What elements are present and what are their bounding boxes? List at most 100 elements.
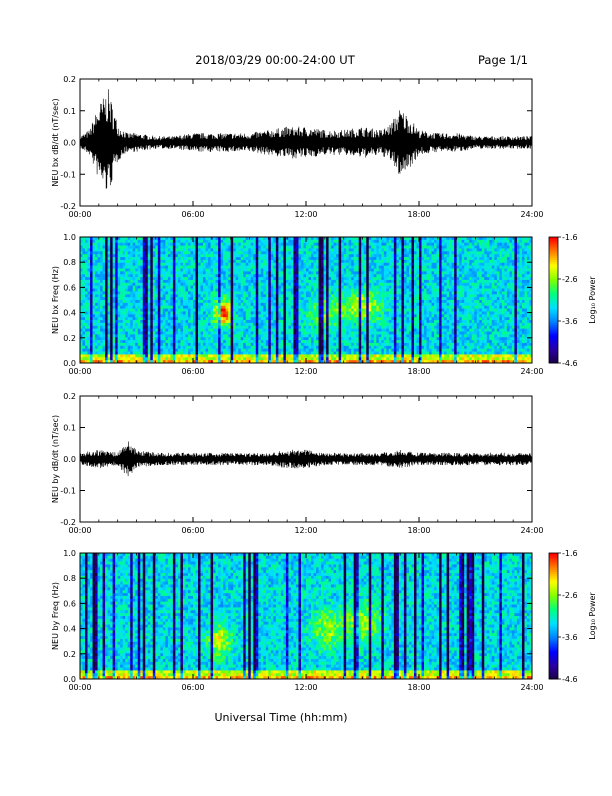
spectrogram-cell (145, 246, 148, 249)
spectrogram-cell (105, 263, 108, 266)
spectrogram-cell (336, 266, 339, 269)
spectrogram-cell (178, 294, 181, 297)
spectrogram-cell (228, 246, 231, 249)
spectrogram-cell (218, 306, 221, 309)
spectrogram-cell (143, 246, 146, 249)
spectrogram-cell (93, 248, 96, 251)
spectrogram-cell (273, 334, 276, 337)
spectrogram-cell (339, 349, 342, 352)
spectrogram-cell (316, 357, 319, 360)
spectrogram-cell (190, 349, 193, 352)
spectrogram-cell (103, 323, 106, 326)
spectrogram-cell (213, 257, 216, 260)
spectrogram-cell (193, 243, 196, 246)
spectrogram-cell (196, 257, 199, 260)
spectrogram-cell (331, 343, 334, 346)
spectrogram-cell (113, 326, 116, 329)
spectrogram-cell (123, 320, 126, 323)
spectrogram-cell (321, 314, 324, 317)
spectrogram-cell (135, 317, 138, 320)
spectrogram-cell (326, 311, 329, 314)
spectrogram-cell (185, 283, 188, 286)
spectrogram-cell (228, 300, 231, 303)
spectrogram-cell (324, 286, 327, 289)
spectrogram-cell (206, 323, 209, 326)
spectrogram-cell (331, 306, 334, 309)
spectrogram-cell (319, 248, 322, 251)
spectrogram-cell (331, 314, 334, 317)
spectrogram-cell (158, 314, 161, 317)
spectrogram-cell (85, 317, 88, 320)
spectrogram-cell (223, 303, 226, 306)
spectrogram-cell (231, 317, 234, 320)
spectrogram-cell (85, 271, 88, 274)
spectrogram-cell (301, 297, 304, 300)
spectrogram-cell (344, 266, 347, 269)
spectrogram-cell (150, 289, 153, 292)
spectrogram-cell (120, 277, 123, 280)
spectrogram-cell (110, 254, 113, 257)
spectrogram-cell (324, 283, 327, 286)
spectrogram-cell (339, 303, 342, 306)
spectrogram-cell (221, 349, 224, 352)
spectrogram-cell (140, 297, 143, 300)
spectrogram-cell (243, 246, 246, 249)
spectrogram-cell (180, 243, 183, 246)
spectrogram-cell (248, 314, 251, 317)
spectrogram-cell (329, 354, 332, 357)
spectrogram-cell (138, 263, 141, 266)
spectrogram-cell (258, 243, 261, 246)
spectrogram-cell (130, 300, 133, 303)
spectrogram-cell (115, 314, 118, 317)
spectrogram-cell (356, 260, 359, 263)
spectrogram-cell (100, 311, 103, 314)
spectrogram-cell (309, 337, 312, 340)
spectrogram-cell (160, 246, 163, 249)
spectrogram-cell (344, 326, 347, 329)
spectrogram-cell (321, 334, 324, 337)
spectrogram-cell (208, 248, 211, 251)
spectrogram-cell (120, 309, 123, 312)
spectrogram-cell (85, 314, 88, 317)
spectrogram-cell (354, 337, 357, 340)
spectrogram-cell (128, 266, 131, 269)
spectrogram-cell (253, 346, 256, 349)
spectrogram-cell (344, 291, 347, 294)
spectrogram-cell (118, 286, 121, 289)
spectrogram-cell (276, 294, 279, 297)
spectrogram-cell (198, 280, 201, 283)
spectrogram-cell (296, 257, 299, 260)
spectrogram-cell (329, 257, 332, 260)
spectrogram-cell (281, 260, 284, 263)
spectrogram-cell (130, 294, 133, 297)
spectrogram-cell (286, 346, 289, 349)
spectrogram-cell (140, 254, 143, 257)
spectrogram-cell (243, 303, 246, 306)
spectrogram-cell (123, 326, 126, 329)
spectrogram-cell (341, 254, 344, 257)
spectrogram-cell (288, 263, 291, 266)
spectrogram-cell (273, 283, 276, 286)
spectrogram-cell (324, 337, 327, 340)
spectrogram-cell (354, 243, 357, 246)
spectrogram-cell (288, 349, 291, 352)
spectrogram-cell (180, 323, 183, 326)
spectrogram-cell (105, 269, 108, 272)
spectrogram-cell (85, 246, 88, 249)
spectrogram-cell (130, 263, 133, 266)
spectrogram-cell (278, 352, 281, 355)
spectrogram-cell (273, 329, 276, 332)
spectrogram-cell (175, 294, 178, 297)
spectrogram-cell (140, 357, 143, 360)
spectrogram-cell (211, 251, 214, 254)
spectrogram-cell (238, 340, 241, 343)
spectrogram-cell (286, 280, 289, 283)
spectrogram-cell (153, 246, 156, 249)
spectrogram-cell (296, 266, 299, 269)
spectrogram-cell (145, 314, 148, 317)
spectrogram-cell (253, 309, 256, 312)
spectrogram-cell (170, 306, 173, 309)
spectrogram-cell (324, 254, 327, 257)
spectrogram-cell (319, 297, 322, 300)
spectrogram-cell (175, 349, 178, 352)
